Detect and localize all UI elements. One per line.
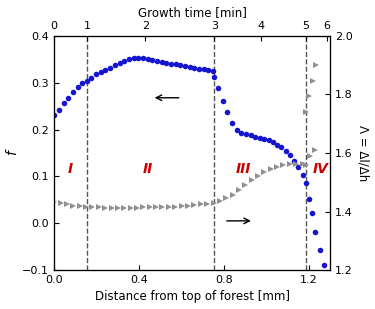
X-axis label: Growth time [min]: Growth time [min]	[138, 6, 247, 19]
Y-axis label: Λ = Δl/Δh: Λ = Δl/Δh	[357, 125, 369, 181]
Y-axis label: f: f	[6, 150, 20, 155]
X-axis label: Distance from top of forest [mm]: Distance from top of forest [mm]	[94, 290, 290, 303]
Text: III: III	[236, 163, 251, 176]
Text: II: II	[142, 163, 153, 176]
Text: I: I	[68, 163, 73, 176]
Text: IV: IV	[313, 163, 328, 176]
